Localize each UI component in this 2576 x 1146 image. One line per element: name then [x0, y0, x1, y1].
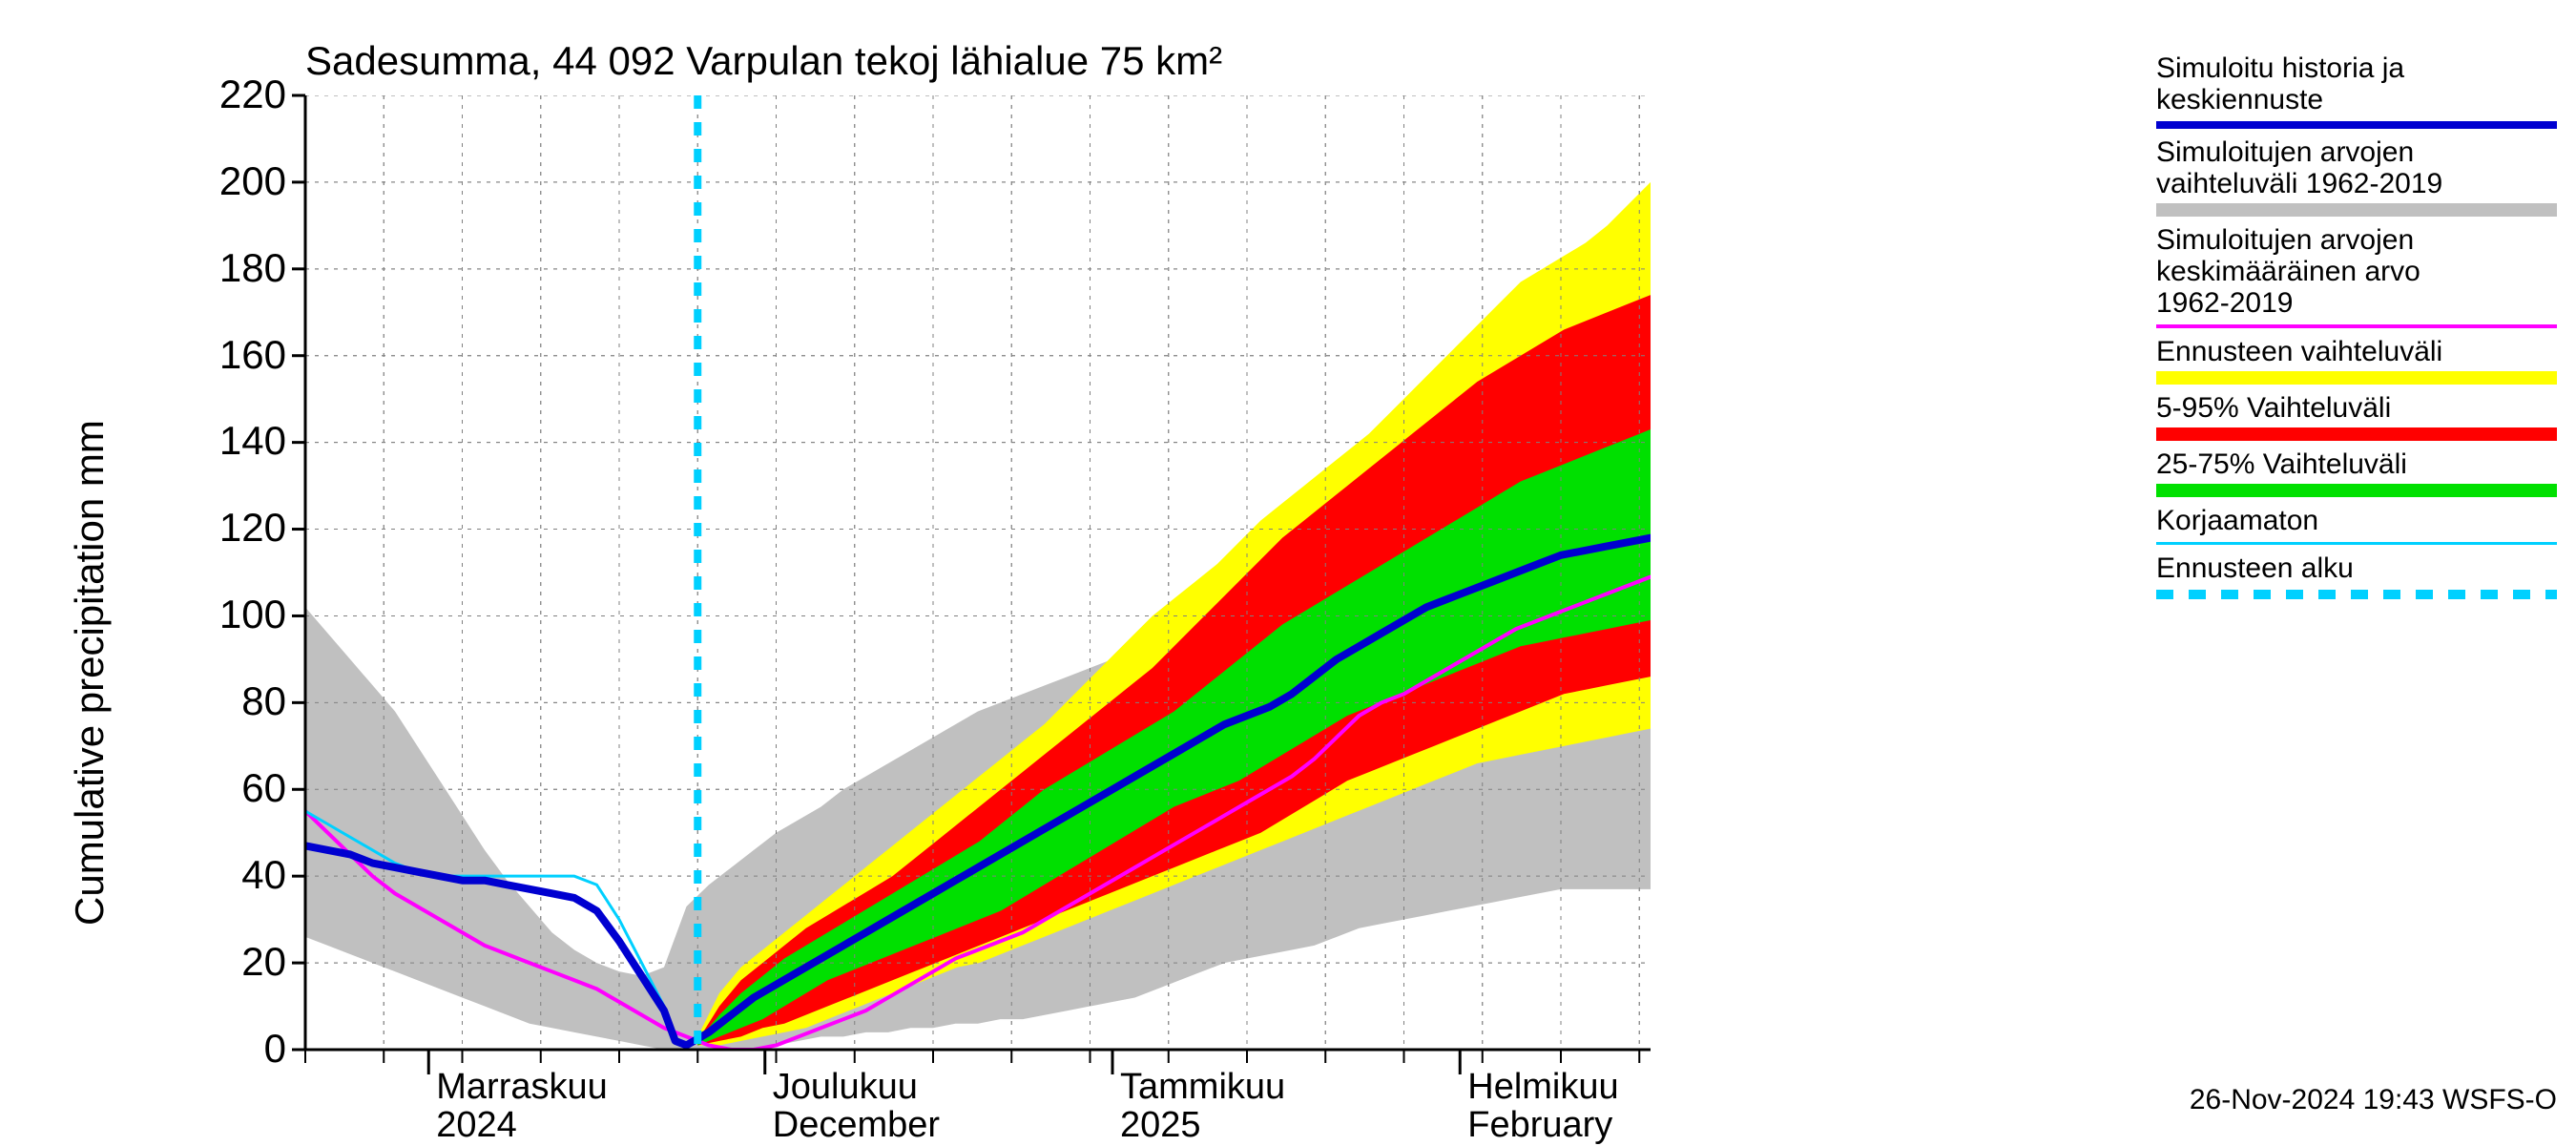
- legend-label: Simuloitu historia ja keskiennuste: [2156, 52, 2557, 115]
- y-tick: 20: [172, 939, 286, 985]
- x-tick-major: Tammikuu: [1120, 1067, 1285, 1108]
- legend-item: Simuloitujen arvojen keskimääräinen arvo…: [2156, 224, 2557, 328]
- legend-swatch: [2156, 324, 2557, 328]
- x-tick-major: Joulukuu: [773, 1067, 918, 1108]
- legend-swatch: [2156, 121, 2557, 129]
- y-tick: 160: [172, 332, 286, 378]
- legend-item: Simuloitu historia ja keskiennuste: [2156, 52, 2557, 129]
- legend-item: Korjaamaton: [2156, 505, 2557, 545]
- y-tick: 180: [172, 245, 286, 291]
- timestamp: 26-Nov-2024 19:43 WSFS-O: [2190, 1084, 2557, 1116]
- x-tick-minor: 2025: [1120, 1105, 1201, 1146]
- legend-swatch: [2156, 371, 2557, 385]
- x-tick-minor: February: [1467, 1105, 1612, 1146]
- legend-item: Ennusteen alku: [2156, 552, 2557, 599]
- x-tick-minor: 2024: [436, 1105, 517, 1146]
- legend-swatch: [2156, 542, 2557, 545]
- legend-label: Simuloitujen arvojen keskimääräinen arvo…: [2156, 224, 2557, 319]
- legend-label: Simuloitujen arvojen vaihteluväli 1962-2…: [2156, 136, 2557, 199]
- legend-swatch: [2156, 203, 2557, 217]
- legend: Simuloitu historia ja keskiennuste Simulo…: [2156, 52, 2557, 607]
- legend-swatch: [2156, 590, 2557, 599]
- legend-label: Ennusteen vaihteluväli: [2156, 336, 2557, 367]
- y-tick: 220: [172, 72, 286, 117]
- legend-swatch: [2156, 484, 2557, 497]
- x-tick-major: Helmikuu: [1467, 1067, 1618, 1108]
- legend-item: Ennusteen vaihteluväli: [2156, 336, 2557, 385]
- legend-label: Ennusteen alku: [2156, 552, 2557, 584]
- y-tick: 120: [172, 505, 286, 551]
- legend-swatch: [2156, 427, 2557, 441]
- legend-label: Korjaamaton: [2156, 505, 2557, 536]
- legend-label: 5-95% Vaihteluväli: [2156, 392, 2557, 424]
- legend-item: Simuloitujen arvojen vaihteluväli 1962-2…: [2156, 136, 2557, 217]
- legend-item: 25-75% Vaihteluväli: [2156, 448, 2557, 497]
- y-tick: 140: [172, 418, 286, 464]
- y-tick: 100: [172, 592, 286, 637]
- legend-item: 5-95% Vaihteluväli: [2156, 392, 2557, 441]
- y-tick: 60: [172, 765, 286, 811]
- x-tick-major: Marraskuu: [436, 1067, 608, 1108]
- y-tick: 80: [172, 678, 286, 724]
- chart-container: Sadesumma, 44 092 Varpulan tekoj lähialu…: [0, 0, 2576, 1145]
- y-tick: 40: [172, 852, 286, 898]
- x-tick-minor: December: [773, 1105, 940, 1146]
- y-tick: 0: [172, 1026, 286, 1072]
- legend-label: 25-75% Vaihteluväli: [2156, 448, 2557, 480]
- y-tick: 200: [172, 158, 286, 204]
